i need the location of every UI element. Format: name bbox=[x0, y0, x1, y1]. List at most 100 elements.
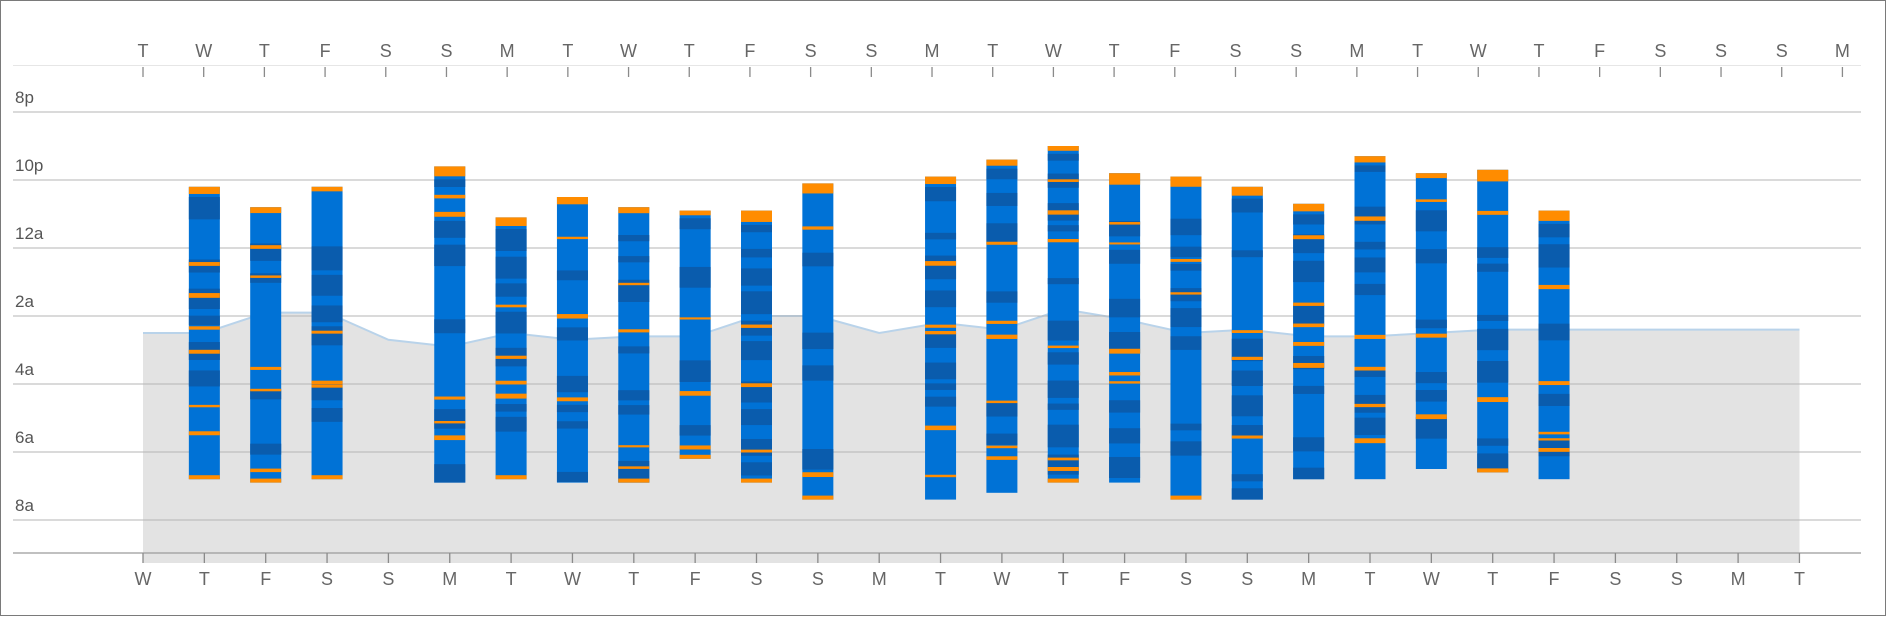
awake-segment bbox=[1293, 203, 1325, 212]
awake-segment bbox=[1231, 186, 1263, 196]
sleep-segment-light bbox=[556, 404, 588, 413]
sleep-segment-light bbox=[986, 223, 1018, 245]
awake-segment bbox=[679, 454, 711, 459]
sleep-segment-light bbox=[1170, 441, 1202, 456]
sleep-segment-deep bbox=[618, 207, 650, 483]
sleep-segment-light bbox=[495, 416, 527, 432]
awake-stripe bbox=[250, 366, 282, 370]
awake-stripe bbox=[1354, 366, 1386, 371]
awake-stripe bbox=[1538, 447, 1570, 452]
sleep-segment-light bbox=[434, 464, 466, 483]
sleep-segment-light bbox=[1047, 153, 1079, 161]
sleep-segment-light bbox=[925, 290, 957, 308]
y-tick-label: 8p bbox=[15, 88, 34, 107]
awake-segment bbox=[1047, 478, 1079, 483]
awake-stripe bbox=[1047, 179, 1079, 182]
sleep-segment-light bbox=[311, 305, 343, 323]
sleep-segment-light bbox=[1109, 298, 1141, 318]
awake-stripe bbox=[1354, 438, 1386, 444]
sleep-segment-light bbox=[1231, 395, 1263, 417]
sleep-segment-light bbox=[188, 196, 220, 220]
awake-stripe bbox=[1231, 435, 1263, 439]
awake-stripe bbox=[1354, 216, 1386, 221]
awake-stripe bbox=[802, 226, 834, 230]
sleep-segment-deep bbox=[1477, 169, 1509, 473]
sleep-segment-light bbox=[1170, 246, 1202, 258]
awake-stripe bbox=[495, 355, 527, 359]
sleep-segment-light bbox=[1109, 400, 1141, 413]
sleep-segment-light bbox=[1415, 319, 1447, 329]
awake-stripe bbox=[741, 383, 772, 388]
sleep-segment-light bbox=[618, 279, 650, 303]
bottom-day-label: S bbox=[321, 569, 333, 589]
sleep-segment-light bbox=[1170, 336, 1202, 350]
bottom-day-label: F bbox=[690, 569, 701, 589]
top-day-label: T bbox=[1109, 41, 1120, 61]
sleep-bar bbox=[1538, 210, 1570, 480]
sleep-segment-light bbox=[1477, 263, 1509, 272]
awake-segment bbox=[1477, 169, 1509, 182]
awake-segment bbox=[925, 176, 957, 185]
awake-segment bbox=[495, 475, 527, 480]
bottom-day-label: T bbox=[1365, 569, 1376, 589]
awake-stripe bbox=[434, 396, 466, 400]
sleep-segment-light bbox=[1231, 474, 1263, 482]
awake-stripe bbox=[1415, 199, 1447, 202]
awake-segment bbox=[618, 478, 650, 483]
sleep-bar bbox=[1354, 156, 1386, 480]
top-day-label: F bbox=[1169, 41, 1180, 61]
bottom-day-label: W bbox=[1423, 569, 1440, 589]
bottom-day-label: T bbox=[506, 569, 517, 589]
sleep-bar bbox=[188, 186, 220, 480]
awake-stripe bbox=[1047, 210, 1079, 215]
sleep-segment-light bbox=[741, 409, 772, 426]
sleep-segment-light bbox=[1415, 389, 1447, 402]
sleep-bar bbox=[1293, 203, 1325, 480]
awake-stripe bbox=[1477, 397, 1509, 403]
awake-stripe bbox=[1293, 323, 1325, 328]
sleep-segment-light bbox=[1477, 361, 1509, 383]
sleep-bar bbox=[618, 207, 650, 483]
top-day-label: W bbox=[1045, 41, 1062, 61]
sleep-segment-light bbox=[434, 220, 466, 238]
sleep-segment-light bbox=[1047, 380, 1079, 398]
awake-stripe bbox=[618, 445, 650, 448]
awake-stripe bbox=[188, 326, 220, 330]
awake-stripe bbox=[1170, 292, 1202, 295]
awake-stripe bbox=[925, 331, 957, 335]
awake-stripe bbox=[1109, 348, 1141, 354]
sleep-segment-light bbox=[188, 370, 220, 387]
sleep-segment-light bbox=[986, 402, 1018, 417]
awake-stripe bbox=[556, 397, 588, 402]
sleep-segment-light bbox=[1354, 368, 1386, 377]
awake-stripe bbox=[925, 474, 957, 478]
bottom-day-label: W bbox=[993, 569, 1010, 589]
sleep-segment-light bbox=[618, 256, 650, 263]
awake-segment bbox=[250, 478, 282, 483]
awake-stripe bbox=[925, 261, 957, 266]
sleep-bar bbox=[1477, 169, 1509, 473]
sleep-segment-light bbox=[1170, 308, 1202, 328]
y-tick-label: 8a bbox=[15, 496, 34, 515]
awake-stripe bbox=[250, 245, 282, 249]
sleep-segment-light bbox=[434, 319, 466, 334]
sleep-segment-light bbox=[1109, 332, 1141, 354]
awake-stripe bbox=[250, 388, 282, 392]
sleep-segment-light bbox=[1293, 305, 1325, 326]
awake-stripe bbox=[1538, 431, 1570, 435]
sleep-segment-light bbox=[1538, 223, 1570, 238]
sleep-segment-light bbox=[1354, 257, 1386, 273]
top-day-label: T bbox=[1533, 41, 1544, 61]
top-day-label: W bbox=[195, 41, 212, 61]
sleep-segment-light bbox=[1538, 323, 1570, 341]
sleep-bar bbox=[434, 166, 466, 483]
awake-stripe bbox=[1538, 438, 1570, 441]
sleep-segment-light bbox=[986, 433, 1018, 445]
awake-stripe bbox=[679, 445, 711, 450]
awake-stripe bbox=[1538, 381, 1570, 386]
sleep-segment-light bbox=[1047, 225, 1079, 232]
awake-stripe bbox=[1109, 242, 1141, 245]
sleep-segment-light bbox=[556, 270, 588, 281]
awake-stripe bbox=[679, 391, 711, 396]
awake-stripe bbox=[1293, 235, 1325, 240]
